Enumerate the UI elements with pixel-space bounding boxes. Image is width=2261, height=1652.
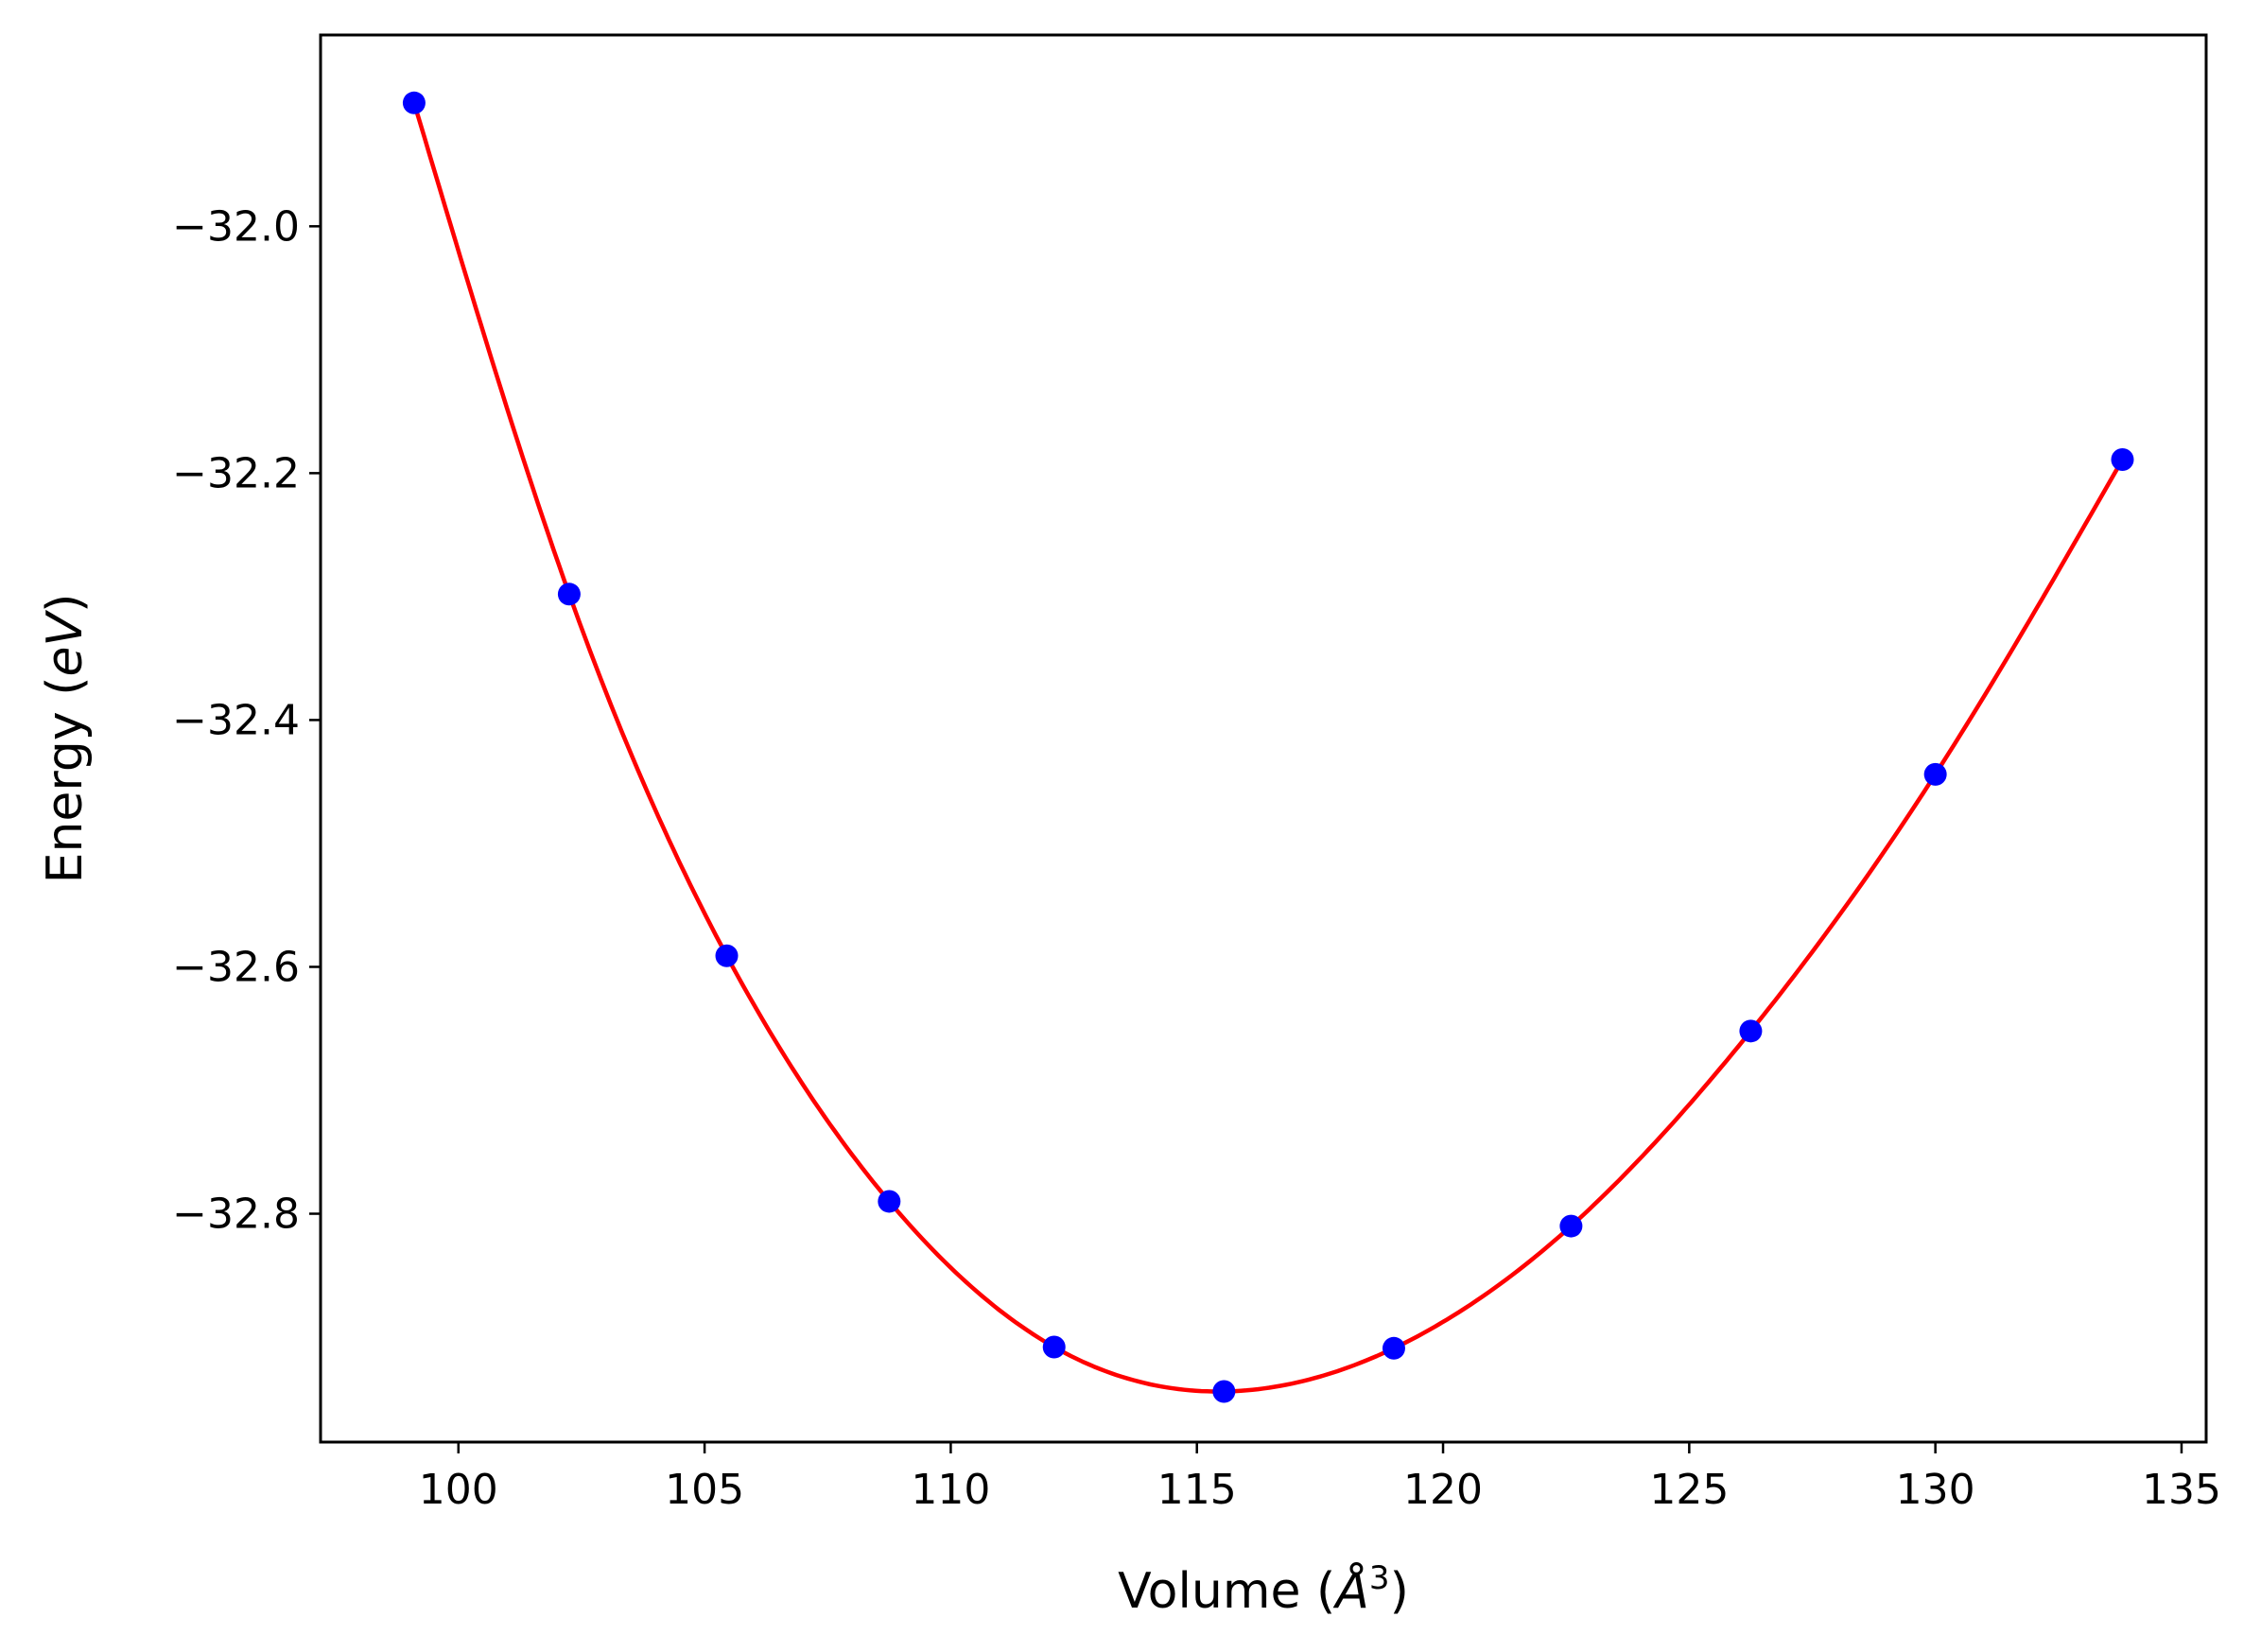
data-point bbox=[1382, 1336, 1405, 1360]
x-tick-label: 120 bbox=[1403, 1466, 1483, 1514]
data-point bbox=[1042, 1335, 1066, 1359]
y-tick-label: −32.2 bbox=[172, 449, 300, 497]
x-tick-label: 125 bbox=[1649, 1466, 1729, 1514]
x-tick-label: 100 bbox=[419, 1466, 498, 1514]
y-tick-label: −32.6 bbox=[172, 943, 300, 991]
y-tick-label: −32.8 bbox=[172, 1191, 300, 1239]
plot-layer bbox=[402, 91, 2134, 1403]
x-tick-label: 135 bbox=[2142, 1466, 2221, 1514]
data-point bbox=[878, 1190, 901, 1213]
x-tick-label: 105 bbox=[665, 1466, 744, 1514]
x-tick-label: 130 bbox=[1896, 1466, 1975, 1514]
y-tick-label: −32.4 bbox=[172, 696, 300, 744]
data-point bbox=[402, 91, 426, 114]
x-axis-label: Volume (Å3) bbox=[1118, 1559, 1409, 1620]
data-point bbox=[1923, 762, 1947, 786]
data-point bbox=[1739, 1019, 1763, 1043]
x-tick-label: 115 bbox=[1157, 1466, 1237, 1514]
data-point bbox=[1559, 1214, 1583, 1238]
y-axis-label: Energy (eV) bbox=[37, 594, 94, 884]
y-tick-label: −32.0 bbox=[172, 202, 300, 251]
data-point bbox=[1212, 1380, 1236, 1403]
axes-frame bbox=[319, 33, 2208, 1444]
data-point bbox=[715, 944, 739, 967]
x-tick-label: 110 bbox=[911, 1466, 990, 1514]
data-point bbox=[557, 583, 581, 606]
data-point bbox=[2111, 448, 2134, 472]
tick-layer: 100 105 110 115 120 125 130 135 −32.0 −32.2 −32.4 −… bbox=[172, 202, 2221, 1514]
